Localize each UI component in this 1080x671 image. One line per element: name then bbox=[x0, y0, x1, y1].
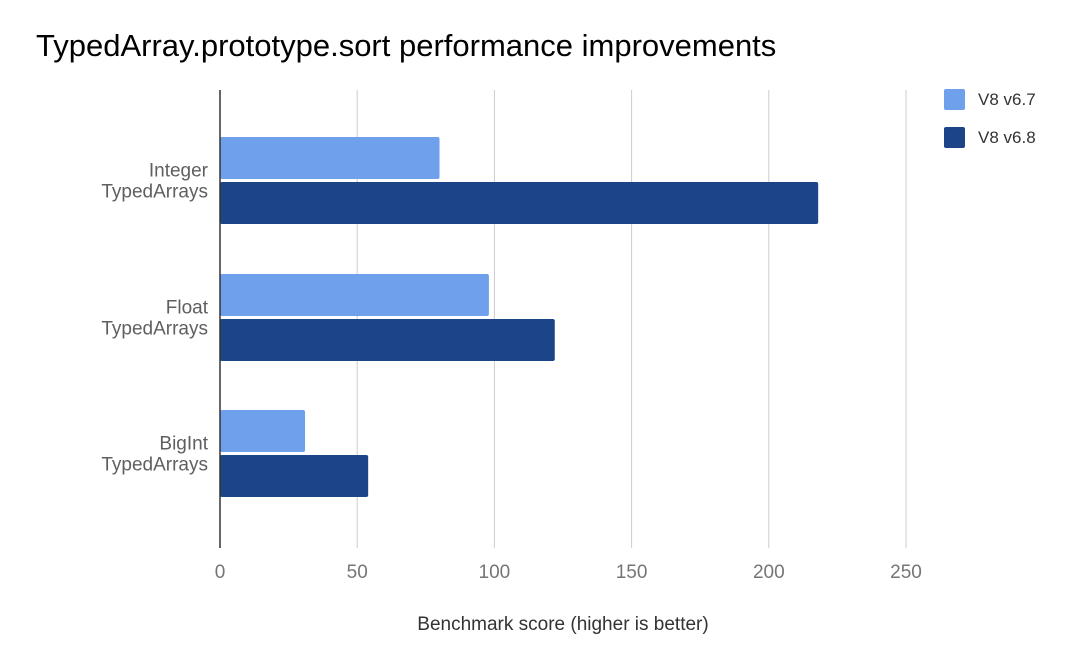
bar-v8-v6-7 bbox=[220, 274, 489, 316]
x-tick-label: 250 bbox=[890, 562, 922, 583]
x-tick-label: 150 bbox=[616, 562, 648, 583]
category-label-line: Integer bbox=[149, 161, 209, 182]
category-label-line: Float bbox=[166, 298, 209, 319]
category-label-line: TypedArrays bbox=[101, 182, 208, 203]
bar-v8-v6-8 bbox=[220, 182, 819, 224]
category-label: BigInt TypedArrays bbox=[101, 434, 208, 476]
legend-label: V8 v6.7 bbox=[978, 90, 1036, 109]
category-label: Float TypedArrays bbox=[101, 298, 208, 340]
bar-v8-v6-8 bbox=[220, 319, 555, 361]
category-label-line: TypedArrays bbox=[101, 319, 208, 340]
x-axis-title: Benchmark score (higher is better) bbox=[417, 614, 708, 635]
category-label-line: TypedArrays bbox=[101, 455, 208, 476]
bars bbox=[220, 137, 819, 497]
legend-swatch bbox=[944, 127, 965, 148]
legend-label: V8 v6.8 bbox=[978, 128, 1036, 147]
chart-title: TypedArray.prototype.sort performance im… bbox=[36, 28, 777, 63]
x-tick-label: 50 bbox=[347, 562, 368, 583]
category-label-line: BigInt bbox=[159, 434, 208, 455]
legend: V8 v6.7 V8 v6.8 bbox=[944, 89, 1036, 148]
bar-v8-v6-7 bbox=[220, 137, 440, 179]
category-label: Integer TypedArrays bbox=[101, 161, 208, 203]
x-tick-label: 100 bbox=[479, 562, 511, 583]
x-tick-label: 0 bbox=[215, 562, 226, 583]
bar-v8-v6-8 bbox=[220, 455, 369, 497]
bar-v8-v6-7 bbox=[220, 410, 306, 452]
legend-swatch bbox=[944, 89, 965, 110]
x-axis-ticks: 0 50 100 150 200 250 bbox=[215, 562, 922, 583]
x-tick-label: 200 bbox=[753, 562, 785, 583]
